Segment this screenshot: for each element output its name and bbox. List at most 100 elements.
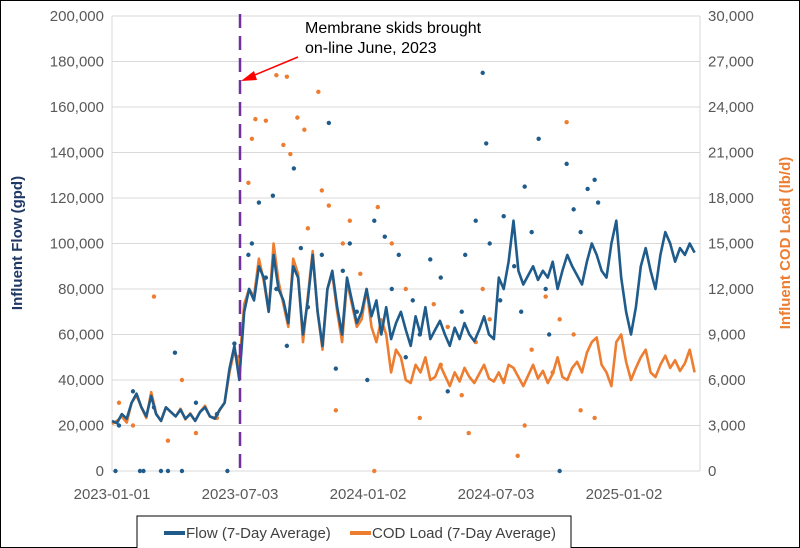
flow-daily-point	[291, 166, 297, 171]
flow-daily-point	[382, 234, 387, 239]
cod-daily-point	[358, 271, 363, 277]
x-tick-label: 2023-01-01	[74, 486, 151, 503]
cod-daily-point	[302, 127, 307, 132]
annotation-line-1: Membrane skids brought	[305, 20, 482, 37]
flow-daily-point	[319, 252, 325, 258]
cod-daily-point	[480, 286, 485, 292]
flow-daily-point	[246, 252, 251, 258]
cod-daily-point	[326, 203, 332, 208]
flow-daily-point	[165, 468, 171, 474]
flow-daily-point	[298, 245, 304, 251]
flow-daily-point	[284, 343, 290, 349]
annotation-arrow	[241, 56, 299, 81]
y-tick-label: 180,000	[50, 54, 104, 71]
flow-daily-point	[179, 468, 185, 474]
flow-daily-point	[232, 341, 237, 346]
legend-cod-label: COD Load (7-Day Average)	[372, 525, 556, 542]
flow-daily-point	[571, 207, 576, 212]
left-axis-title: Influent Flow (gpd)	[9, 176, 26, 310]
cod-daily-point	[319, 188, 325, 193]
cod-daily-point	[347, 218, 353, 223]
cod-daily-point	[372, 468, 377, 474]
cod-daily-point	[179, 377, 185, 383]
flow-daily-point	[484, 141, 489, 146]
cod-daily-point	[316, 89, 321, 95]
flow-daily-point	[372, 218, 377, 223]
cod-daily-point	[151, 294, 157, 299]
flow-daily-point	[536, 136, 541, 142]
cod-daily-point	[557, 317, 562, 322]
x-tick-label: 2024-07-03	[458, 486, 535, 503]
flow-daily-point	[389, 286, 394, 292]
cod-daily-point	[333, 408, 339, 413]
right-axis-title: Influent COD Load (lb/d)	[777, 157, 794, 329]
cod-daily-point	[246, 180, 251, 186]
y2-tick-label: 30,000	[708, 8, 754, 25]
cod-daily-point	[263, 118, 269, 123]
flow-daily-point	[172, 350, 178, 355]
flow-daily-point	[396, 252, 401, 258]
flow-daily-point	[501, 214, 506, 219]
y-tick-label: 140,000	[50, 145, 104, 162]
flow-daily-point	[497, 298, 503, 303]
flow-daily-point	[557, 468, 562, 474]
cod-daily-point	[375, 204, 380, 210]
cod-daily-point	[459, 392, 464, 398]
cod-daily-point	[130, 423, 136, 428]
cod-daily-point	[564, 119, 569, 125]
flow-daily-point	[578, 229, 583, 235]
cod-daily-point	[389, 241, 394, 246]
flow-daily-point	[326, 120, 332, 126]
left-axis-ticks: 0 20,000 40,000 60,000 80,000 100,000 120,000 1…	[50, 8, 104, 480]
flow-daily-point	[365, 377, 370, 383]
flow-daily-point	[403, 355, 408, 360]
flow-daily-point	[518, 309, 524, 314]
cod-daily-point	[445, 324, 450, 330]
y2-tick-label: 3,000	[708, 418, 746, 435]
cod-daily-point	[571, 332, 576, 337]
y2-tick-label: 0	[708, 463, 716, 480]
y2-tick-label: 15,000	[708, 236, 754, 253]
flow-daily-point	[141, 468, 146, 474]
x-axis-ticks: 2023-01-01 2023-07-03 2024-01-02 2024-07-03…	[74, 486, 663, 503]
y2-tick-label: 12,000	[708, 281, 754, 298]
y2-tick-label: 27,000	[708, 54, 754, 71]
x-tick-label: 2024-01-02	[330, 486, 407, 503]
flow-daily-point	[543, 286, 548, 292]
cod-daily-point	[515, 453, 520, 459]
flow-daily-point	[438, 275, 443, 280]
flow-daily-point	[595, 200, 601, 205]
cod-daily-point	[116, 400, 122, 405]
y2-tick-label: 9,000	[708, 327, 746, 344]
y-tick-label: 160,000	[50, 99, 104, 116]
cod-daily-point	[305, 226, 311, 231]
y-tick-label: 200,000	[50, 8, 104, 25]
x-tick-label: 2025-01-02	[586, 486, 663, 503]
y-tick-label: 20,000	[58, 418, 104, 435]
flow-daily-point	[333, 366, 339, 371]
flow-daily-point	[459, 309, 464, 314]
y-tick-label: 0	[96, 463, 104, 480]
flow-daily-point	[116, 423, 122, 428]
cod-daily-point	[193, 430, 199, 436]
flow-daily-point	[473, 218, 478, 223]
flow-daily-point	[529, 229, 534, 235]
flow-daily-point	[158, 468, 164, 474]
cod-daily-point	[284, 74, 290, 79]
cod-daily-point	[165, 438, 171, 443]
cod-daily-point	[403, 286, 408, 292]
flow-daily-point	[522, 184, 527, 189]
cod-daily-point	[431, 301, 436, 307]
cod-daily-point	[466, 430, 471, 436]
y2-tick-label: 6,000	[708, 372, 746, 389]
flow-daily-point	[249, 241, 255, 246]
flow-daily-point	[130, 389, 136, 394]
flow-daily-point	[137, 468, 143, 474]
scatter-points	[113, 70, 601, 474]
series-lines	[111, 219, 696, 426]
y-tick-label: 120,000	[50, 190, 104, 207]
y-tick-label: 100,000	[50, 236, 104, 253]
cod-daily-point	[522, 423, 527, 428]
cod-daily-point	[295, 115, 300, 120]
cod-daily-point	[288, 151, 293, 157]
